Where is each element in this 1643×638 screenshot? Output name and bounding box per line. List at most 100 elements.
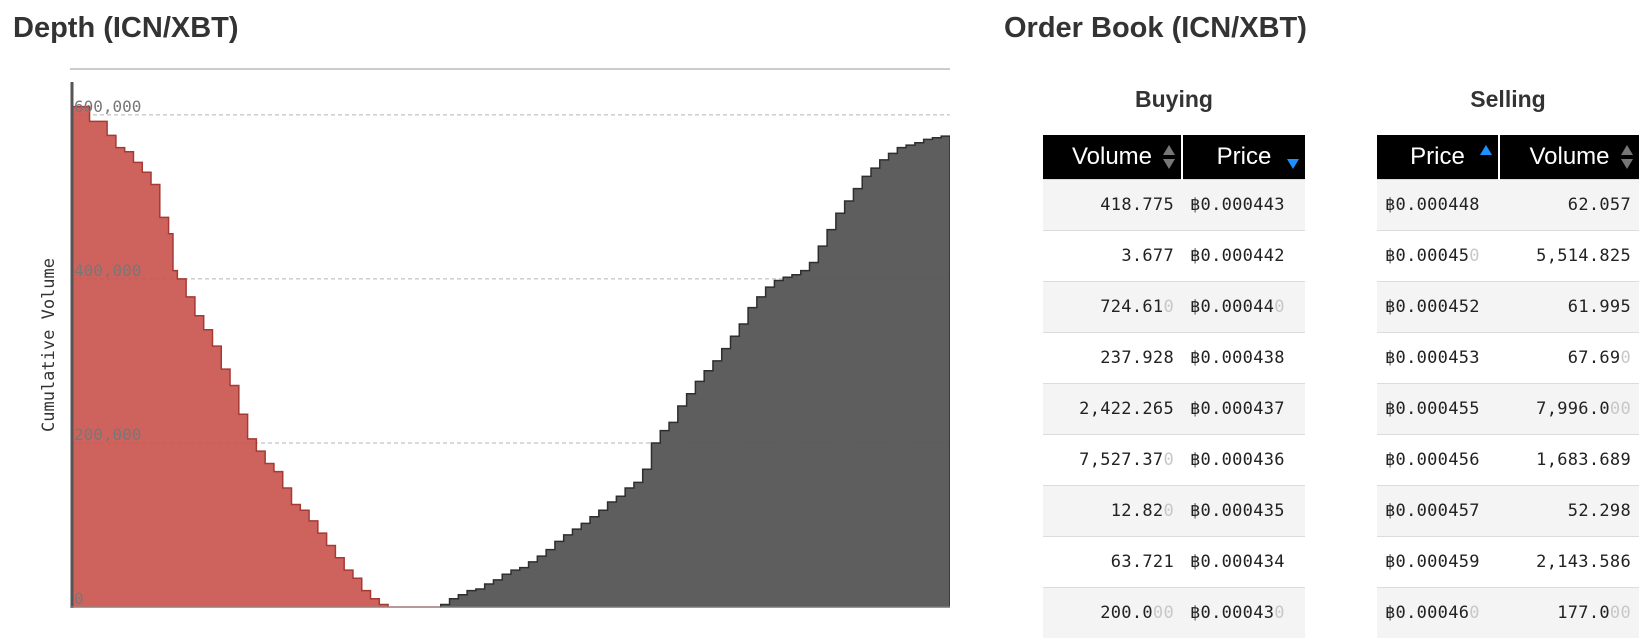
y-tick-label: 200,000 [74,425,141,444]
sell-price-cell: ฿0.000457 [1377,486,1499,537]
buy-volume-cell: 12.820 [1043,486,1182,537]
sort-both-icon [1163,143,1175,171]
sell-volume-cell: 61.995 [1499,282,1639,333]
sell-price-cell-value: ฿0.000459 [1385,552,1480,572]
sell-volume-cell-value: 7,996.0 [1536,399,1610,419]
sell-price-cell: ฿0.000459 [1377,537,1499,588]
sell-price-cell: ฿0.000448 [1377,180,1499,231]
buy-order-row[interactable]: 200.000฿0.000430 [1043,588,1305,638]
bid-depth-area [72,107,441,607]
buy-volume-cell-value: 2,422.265 [1079,399,1174,419]
sell-order-row[interactable]: ฿0.000455 7,996.000 [1377,384,1639,435]
sort-both-icon [1621,143,1633,171]
buying-volume-header[interactable]: Volume [1043,135,1182,180]
trailing-zeros: 0 [1469,603,1480,623]
sell-price-cell: ฿0.000453 [1377,333,1499,384]
sell-price-cell: ฿0.000460 [1377,588,1499,638]
sell-volume-cell-value: 62.057 [1568,195,1631,215]
orderbook-title: Order Book (ICN/XBT) [1004,12,1307,45]
sell-price-cell-value: ฿0.000452 [1385,297,1480,317]
buy-price-cell-value: ฿0.000435 [1190,501,1285,521]
trailing-zeros: 0 [1620,348,1631,368]
buy-price-cell: ฿0.000443 [1182,180,1305,231]
sell-price-cell-value: ฿0.00045 [1385,246,1469,266]
buy-order-row[interactable]: 724.610฿0.000440 [1043,282,1305,333]
buy-price-cell: ฿0.000434 [1182,537,1305,588]
buy-order-row[interactable]: 3.677 ฿0.000442 [1043,231,1305,282]
selling-price-header[interactable]: Price [1377,135,1499,180]
sell-price-cell-value: ฿0.000455 [1385,399,1480,419]
buy-price-cell-value: ฿0.000437 [1190,399,1285,419]
sell-order-row[interactable]: ฿0.000448 62.057 [1377,180,1639,231]
selling-title: Selling [1377,86,1639,113]
buy-order-row[interactable]: 418.775 ฿0.000443 [1043,180,1305,231]
buy-order-row[interactable]: 63.721฿0.000434 [1043,537,1305,588]
sell-order-row[interactable]: ฿0.000456 1,683.689 [1377,435,1639,486]
buying-price-header[interactable]: Price [1182,135,1305,180]
buying-title: Buying [1043,86,1305,113]
sell-order-row[interactable]: ฿0.000460 177.000 [1377,588,1639,638]
buy-price-cell-value: ฿0.00043 [1190,603,1274,623]
buy-price-cell: ฿0.000440 [1182,282,1305,333]
buy-volume-cell-value: 418.775 [1100,195,1174,215]
y-tick-label: 0 [74,589,84,608]
trailing-zeros: 00 [1610,603,1631,623]
buy-price-cell-value: ฿0.000438 [1190,348,1285,368]
trailing-zeros: 0 [1469,246,1480,266]
buy-price-cell-value: ฿0.000442 [1190,246,1285,266]
header-label: Volume [1529,143,1609,171]
sell-price-cell-value: ฿0.000457 [1385,501,1480,521]
buy-order-row[interactable]: 2,422.265 ฿0.000437 [1043,384,1305,435]
buy-volume-cell: 7,527.370 [1043,435,1182,486]
trailing-zeros: 00 [1610,399,1631,419]
sell-volume-cell-value: 2,143.586 [1536,552,1631,572]
buy-order-row[interactable]: 237.928 ฿0.000438 [1043,333,1305,384]
trailing-zeros: 0 [1274,297,1285,317]
y-axis-label: Cumulative Volume [39,258,59,432]
sell-order-row[interactable]: ฿0.000459 2,143.586 [1377,537,1639,588]
y-tick-label: 400,000 [74,261,141,280]
buy-price-cell: ฿0.000438 [1182,333,1305,384]
sell-price-cell: ฿0.000456 [1377,435,1499,486]
sell-volume-cell-value: 52.298 [1568,501,1631,521]
sell-price-cell-value: ฿0.000448 [1385,195,1480,215]
sell-volume-cell: 5,514.825 [1499,231,1639,282]
sell-volume-cell: 1,683.689 [1499,435,1639,486]
sell-order-row[interactable]: ฿0.000452 61.995 [1377,282,1639,333]
sort-desc-icon [1287,143,1299,171]
header-label: Price [1217,143,1272,171]
sell-volume-cell: 2,143.586 [1499,537,1639,588]
sell-volume-cell-value: 177.0 [1557,603,1610,623]
sort-asc-icon [1480,143,1492,171]
trailing-zeros: 0 [1163,450,1174,470]
ask-depth-area [441,135,950,607]
trailing-zeros: 0 [1163,297,1174,317]
selling-volume-header[interactable]: Volume [1499,135,1639,180]
buy-volume-cell: 200.000 [1043,588,1182,638]
sell-volume-cell-value: 61.995 [1568,297,1631,317]
buy-volume-cell-value: 3.677 [1121,246,1174,266]
buy-volume-cell-value: 7,527.37 [1079,450,1163,470]
sell-order-row[interactable]: ฿0.000457 52.298 [1377,486,1639,537]
sell-price-cell: ฿0.000452 [1377,282,1499,333]
buy-order-row[interactable]: 12.820 ฿0.000435 [1043,486,1305,537]
trailing-zeros: 00 [1153,603,1174,623]
buy-order-row[interactable]: 7,527.370฿0.000436 [1043,435,1305,486]
buy-volume-cell: 3.677 [1043,231,1182,282]
header-label: Volume [1072,143,1152,171]
header-label: Price [1410,143,1465,171]
buy-price-cell-value: ฿0.000434 [1190,552,1285,572]
buy-volume-cell-value: 200.0 [1100,603,1153,623]
buy-volume-cell-value: 724.61 [1100,297,1163,317]
buying-table: Volume Price 418.775 ฿0.000443 3.677 ฿0.000… [1043,135,1305,638]
buy-price-cell-value: ฿0.00044 [1190,297,1274,317]
buy-volume-cell: 237.928 [1043,333,1182,384]
sell-price-cell: ฿0.000450 [1377,231,1499,282]
sell-price-cell-value: ฿0.000456 [1385,450,1480,470]
buy-price-cell: ฿0.000436 [1182,435,1305,486]
sell-volume-cell: 52.298 [1499,486,1639,537]
